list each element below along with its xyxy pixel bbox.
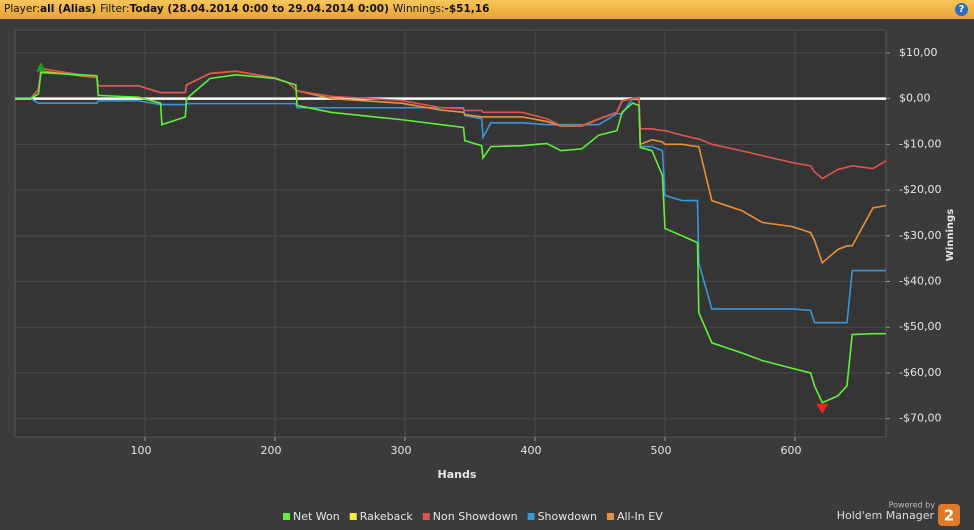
y-tick-label: $10,00 — [899, 46, 938, 59]
legend-label: Showdown — [538, 510, 597, 523]
legend-swatch — [606, 513, 614, 520]
label: Winnings: — [392, 3, 445, 15]
y-tick-label: -$10,00 — [899, 137, 941, 150]
legend-label: Net Won — [293, 510, 340, 523]
x-tick-label: 200 — [261, 444, 282, 457]
y-tick-label: -$20,00 — [899, 183, 941, 196]
y-axis-title: Winnings — [945, 209, 956, 261]
legend-label: Rakeback — [360, 510, 414, 523]
filter: Today (28.04.2014 0:00 to 29.04.2014 0:0… — [129, 3, 389, 15]
winnings: -$51,16 — [444, 3, 490, 15]
logo-version: 2 — [944, 507, 954, 525]
x-tick-label: 600 — [781, 444, 802, 457]
legend-swatch — [349, 513, 357, 520]
legend-swatch — [422, 513, 430, 520]
x-tick-label: 500 — [651, 444, 672, 457]
legend-label: Non Showdown — [433, 510, 518, 523]
legend-label: All-In EV — [617, 510, 663, 523]
y-tick-label: -$40,00 — [899, 275, 941, 288]
y-tick-label: $0,00 — [899, 92, 931, 105]
x-axis-title: Hands — [438, 468, 477, 481]
header-bar: Player:all (Alias) Filter:Today (28.04.20… — [0, 0, 974, 19]
help-button[interactable]: ? — [955, 3, 968, 16]
x-tick-label: 400 — [521, 444, 542, 457]
label: Filter: — [100, 3, 130, 15]
player: all (Alias) — [40, 3, 97, 15]
series-line — [15, 71, 886, 404]
x-tick-label: 300 — [391, 444, 412, 457]
max-marker — [36, 62, 46, 72]
x-tick-label: 100 — [131, 444, 152, 457]
y-tick-label: -$60,00 — [899, 366, 941, 379]
series-line — [15, 67, 887, 180]
y-tick-label: -$70,00 — [899, 412, 941, 425]
series-line — [15, 97, 886, 324]
plot-area — [14, 29, 887, 438]
logo-powered: Powered by — [889, 501, 936, 510]
legend-swatch — [283, 513, 290, 520]
logo-name: Hold'em Manager — [837, 509, 935, 522]
min-marker — [816, 403, 829, 414]
y-tick-label: -$50,00 — [899, 320, 941, 333]
label: Player: — [4, 3, 41, 15]
legend-swatch — [527, 513, 535, 520]
y-tick-label: -$30,00 — [899, 229, 941, 242]
logo-badge — [938, 504, 960, 526]
